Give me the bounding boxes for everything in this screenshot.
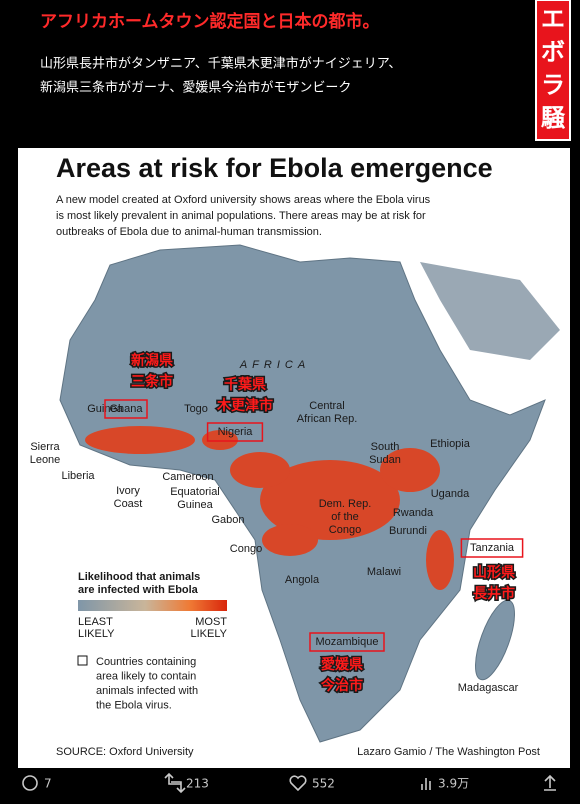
country-label: Liberia	[61, 470, 95, 482]
view-count: 3.9万	[438, 777, 469, 791]
legend-box-text: animals infected with	[96, 685, 198, 697]
city-annotation: 愛媛県	[321, 656, 363, 673]
country-label: Mozambique	[316, 636, 379, 648]
map-description: is most likely prevalent in animal popul…	[56, 210, 426, 222]
legend-title: Likelihood that animals	[78, 571, 200, 583]
country-highlight	[206, 422, 264, 442]
legend-box	[77, 655, 88, 666]
country-label: Tanzania	[470, 542, 515, 554]
map-title: Areas at risk for Ebola emergence	[56, 153, 493, 183]
country-label: Rwanda	[393, 507, 434, 519]
country-label: Sierra	[30, 441, 60, 453]
map-description: A new model created at Oxford university…	[56, 194, 431, 206]
country-label: Ghana	[109, 403, 143, 415]
map-description: outbreaks of Ebola due to animal-human t…	[56, 226, 322, 238]
views-icon[interactable]	[421, 778, 431, 790]
country-label: Guinea	[177, 499, 213, 511]
country-label: Gabon	[211, 514, 244, 526]
repost-icon[interactable]	[164, 772, 186, 794]
country-label: Coast	[114, 498, 143, 510]
country-label: Congo	[329, 524, 361, 536]
badge-text: ボ	[541, 38, 565, 66]
source: SOURCE: Oxford University	[56, 746, 194, 758]
continent-label: AFRICA	[239, 359, 310, 371]
arabia-map	[420, 262, 560, 360]
like-icon[interactable]	[289, 775, 307, 792]
country-highlight	[460, 538, 524, 558]
badge	[535, 0, 571, 141]
legend-box-text: the Ebola virus.	[96, 699, 172, 711]
country-label: Ivory	[116, 485, 140, 497]
city-annotation: 木更津市	[216, 397, 273, 414]
badge-text: エ	[541, 5, 565, 33]
post-subtitle: 新潟県三条市がガーナ、愛媛県今治市がモザンビーク	[40, 80, 351, 96]
city-annotation: 千葉県	[224, 376, 266, 393]
country-label: Sudan	[369, 454, 401, 466]
city-annotation: 新潟県	[131, 352, 173, 369]
country-label: Ethiopia	[430, 438, 471, 450]
city-annotation: 長井市	[473, 585, 515, 602]
city-annotation: 三条市	[131, 373, 173, 390]
legend-most: MOST	[195, 616, 227, 628]
country-label: South	[371, 441, 400, 453]
country-label: Burundi	[389, 525, 427, 537]
country-label: Madagascar	[458, 682, 519, 694]
reply-count: 7	[44, 777, 52, 791]
country-label: Uganda	[431, 488, 470, 500]
country-label: African Rep.	[297, 413, 358, 425]
reply-icon[interactable]	[22, 775, 38, 791]
country-label: Togo	[184, 403, 208, 415]
legend-least: LIKELY	[78, 628, 115, 640]
legend-title: are infected with Ebola	[78, 584, 199, 596]
credit: Lazaro Gamio / The Washington Post	[357, 746, 540, 758]
legend-gradient	[78, 600, 227, 611]
country-label: of the	[331, 511, 359, 523]
badge-text: 騒	[541, 104, 566, 132]
legend-box-text: area likely to contain	[96, 670, 196, 682]
risk-areas	[85, 426, 454, 590]
country-label: Cameroon	[162, 471, 213, 483]
country-label: Malawi	[367, 566, 401, 578]
legend-box-text: Countries containing	[96, 656, 196, 668]
badge-text: ラ	[541, 71, 565, 99]
post-title: アフリカホームタウン認定国と日本の都市。	[40, 11, 380, 32]
country-label: Equatorial	[170, 486, 220, 498]
like-count: 552	[312, 777, 335, 791]
repost-count: 213	[186, 777, 209, 791]
legend-least: LEAST	[78, 616, 113, 628]
city-annotation: 今治市	[320, 677, 363, 694]
madagascar-map	[475, 599, 515, 681]
country-label: Congo	[230, 543, 262, 555]
country-highlight	[104, 399, 148, 419]
country-label: Central	[309, 400, 344, 412]
country-highlight	[309, 632, 385, 652]
city-annotation: 山形県	[473, 564, 515, 581]
share-icon[interactable]	[544, 774, 556, 791]
country-label: Nigeria	[218, 426, 254, 438]
country-label: Angola	[285, 574, 320, 586]
post-subtitle: 山形県長井市がタンザニア、千葉県木更津市がナイジェリア、	[40, 56, 401, 72]
country-label: Dem. Rep.	[319, 498, 372, 510]
country-label: Leone	[30, 454, 61, 466]
legend-most: LIKELY	[191, 628, 228, 640]
